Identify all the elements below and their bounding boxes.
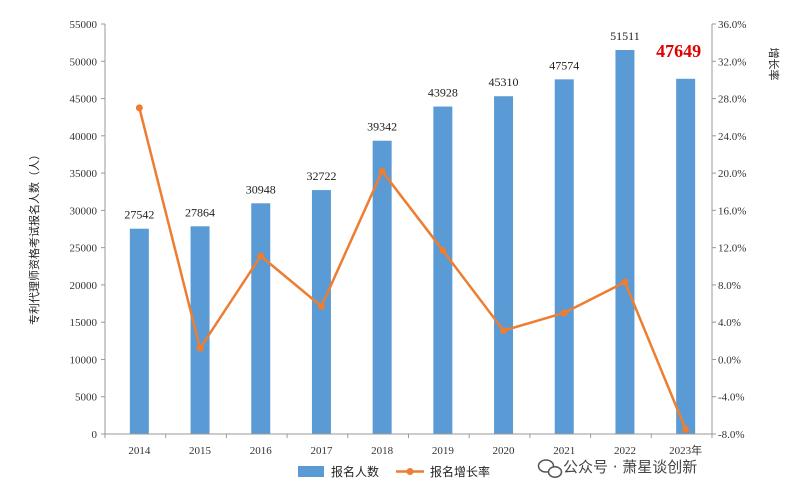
growth-point-2018 bbox=[378, 167, 386, 175]
growth-point-2021 bbox=[560, 309, 568, 317]
x-tick-label: 2023年 bbox=[669, 443, 702, 457]
left-tick-label: 5000 bbox=[75, 392, 98, 404]
growth-point-2014 bbox=[135, 104, 143, 112]
x-tick-label: 2017 bbox=[310, 445, 333, 457]
right-tick-label: 0.0% bbox=[718, 354, 741, 366]
bar-value-label: 43928 bbox=[428, 86, 458, 100]
growth-point-2022 bbox=[621, 278, 629, 286]
left-tick-label: 45000 bbox=[70, 94, 98, 106]
left-tick-label: 10000 bbox=[70, 354, 98, 366]
bar-2019 bbox=[433, 106, 453, 434]
right-tick-label: 12.0% bbox=[718, 243, 746, 255]
bar-2014 bbox=[129, 228, 149, 434]
bar-value-label: 51511 bbox=[610, 29, 640, 43]
right-tick-label: -4.0% bbox=[718, 392, 745, 404]
bar-value-label: 30948 bbox=[246, 182, 276, 196]
right-tick-label: 8.0% bbox=[718, 280, 741, 292]
right-tick-label: 20.0% bbox=[718, 168, 746, 180]
bar-2023年 bbox=[676, 78, 696, 434]
left-tick-label: 0 bbox=[92, 429, 98, 441]
bar-value-label: 32722 bbox=[306, 169, 336, 183]
legend-bar-label: 报名人数 bbox=[331, 464, 379, 479]
legend: 报名人数 报名增长率 bbox=[298, 464, 490, 479]
left-tick-label: 55000 bbox=[70, 19, 98, 31]
bar-2018 bbox=[372, 140, 392, 434]
left-tick-label: 40000 bbox=[70, 131, 98, 143]
bar-value-label: 47574 bbox=[549, 58, 579, 72]
bar-2015 bbox=[190, 226, 210, 434]
legend-line-marker bbox=[406, 468, 414, 475]
growth-rate-line bbox=[138, 107, 687, 430]
axes: 0 5000 10000 15000 20000 25000 30000 35000 40000… bbox=[27, 19, 781, 457]
bar-2016 bbox=[251, 203, 271, 434]
right-tick-label: 4.0% bbox=[718, 317, 741, 329]
growth-point-2020 bbox=[500, 327, 508, 335]
x-tick-label: 2015 bbox=[189, 445, 212, 457]
x-tick-label: 2018 bbox=[371, 445, 394, 457]
bar-2020 bbox=[494, 96, 514, 434]
growth-point-2015 bbox=[196, 344, 204, 352]
x-tick-label: 2021 bbox=[553, 445, 575, 457]
bar-value-label: 45310 bbox=[489, 75, 519, 89]
left-tick-label: 15000 bbox=[70, 317, 98, 329]
bar-value-label: 47649 bbox=[656, 41, 701, 61]
right-tick-label: 36.0% bbox=[718, 19, 746, 31]
right-tick-label: 24.0% bbox=[718, 131, 746, 143]
watermark: 公众号 · 萧星谈创新 bbox=[537, 458, 697, 478]
left-tick-label: 30000 bbox=[70, 205, 98, 217]
left-tick-label: 50000 bbox=[70, 56, 98, 68]
x-tick-label: 2019 bbox=[432, 445, 455, 457]
wechat-icon bbox=[537, 459, 563, 478]
right-tick-label: 32.0% bbox=[718, 56, 746, 68]
growth-line bbox=[135, 104, 690, 433]
bar-2022 bbox=[615, 50, 635, 434]
legend-line-label: 报名增长率 bbox=[430, 464, 490, 479]
bar-value-label: 39342 bbox=[367, 120, 397, 134]
left-tick-label: 25000 bbox=[70, 243, 98, 255]
bar-value-label: 27864 bbox=[185, 205, 215, 219]
right-tick-label: 16.0% bbox=[718, 205, 746, 217]
growth-point-2019 bbox=[439, 246, 447, 254]
left-tick-label: 20000 bbox=[70, 280, 98, 292]
x-tick-label: 2016 bbox=[250, 445, 273, 457]
bars bbox=[129, 50, 696, 434]
right-tick-label: -8.0% bbox=[718, 429, 745, 441]
left-tick-label: 35000 bbox=[70, 168, 98, 180]
x-tick-label: 2020 bbox=[493, 445, 516, 457]
data-labels: 27542 27864 30948 32722 39342 43928 45310 47574… bbox=[124, 29, 701, 222]
x-tick-label: 2022 bbox=[614, 445, 636, 457]
x-tick-label: 2014 bbox=[128, 445, 151, 457]
growth-point-2023年 bbox=[682, 425, 690, 433]
right-tick-label: 28.0% bbox=[718, 94, 746, 106]
legend-bar-swatch bbox=[298, 466, 324, 477]
growth-point-2017 bbox=[317, 302, 325, 310]
bar-2021 bbox=[554, 79, 574, 434]
right-axis-title: 增长率 bbox=[767, 48, 781, 81]
growth-point-2016 bbox=[257, 252, 265, 260]
bar-2017 bbox=[311, 190, 331, 434]
left-axis-title: 专利代理师资格考试报名人数（人） bbox=[27, 149, 41, 325]
bar-value-label: 27542 bbox=[124, 208, 154, 222]
watermark-text: 公众号 · 萧星谈创新 bbox=[563, 458, 697, 476]
